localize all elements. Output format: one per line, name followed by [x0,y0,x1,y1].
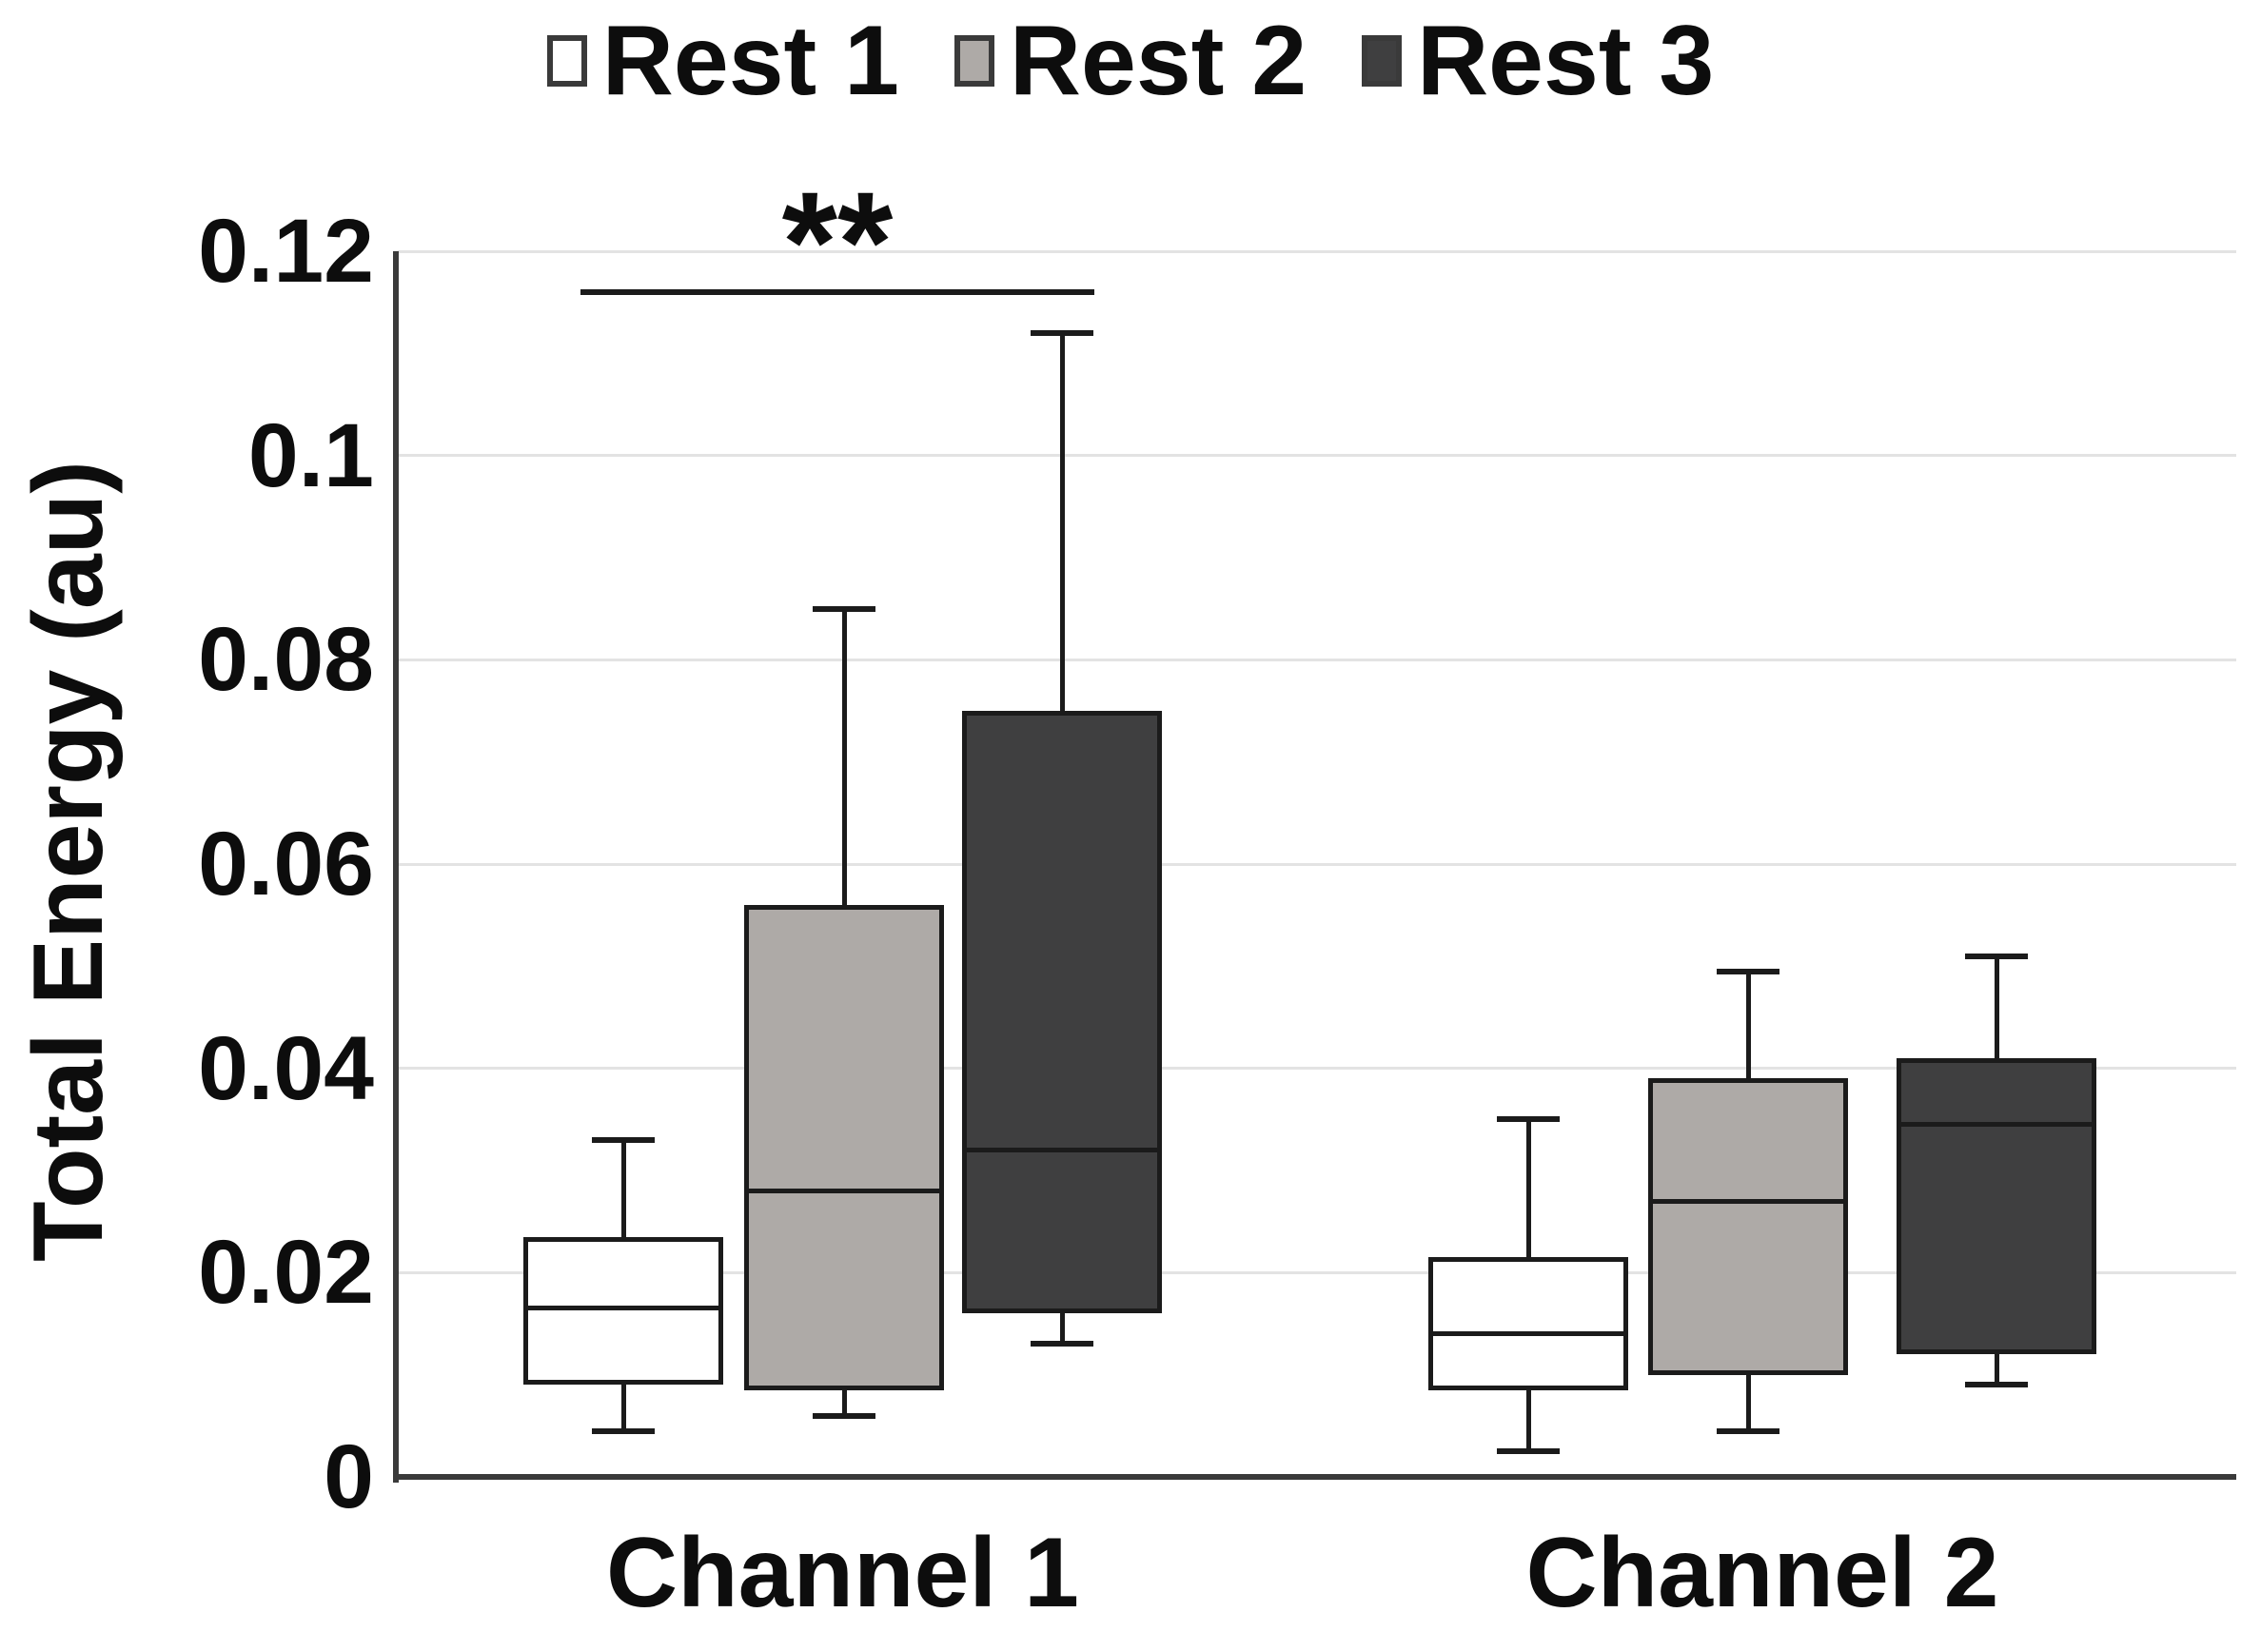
legend-swatch-rest-2 [954,35,994,87]
y-tick-label-0.02: 0.02 [198,1222,374,1324]
whisker-lower-channel-2-rest-3 [1994,1354,1999,1386]
y-tick-label-0.06: 0.06 [198,814,374,914]
significance-bracket-line [580,288,1094,295]
x-group-label-channel-1: Channel 1 [606,1518,1079,1628]
median-line-channel-2-rest-2 [1648,1198,1848,1204]
whisker-upper-channel-1-rest-2 [841,608,847,905]
whisker-cap-min-channel-1-rest-1 [592,1427,655,1434]
whisker-upper-channel-2-rest-1 [1525,1119,1531,1258]
whisker-cap-max-channel-2-rest-1 [1497,1116,1560,1123]
y-gridline-0.02 [398,1270,2236,1274]
legend-label: Rest 2 [1009,6,1307,116]
median-line-channel-1-rest-3 [962,1148,1162,1153]
legend-label: Rest 3 [1417,6,1715,116]
y-gridline-0.08 [398,658,2236,661]
whisker-lower-channel-2-rest-2 [1745,1374,1751,1431]
legend-label: Rest 1 [601,6,899,116]
whisker-lower-channel-2-rest-1 [1525,1389,1531,1452]
whisker-cap-min-channel-1-rest-2 [813,1412,875,1419]
whisker-lower-channel-1-rest-2 [841,1389,847,1416]
y-gridline-0.1 [398,454,2236,458]
box-channel-2-rest-2 [1648,1078,1848,1375]
y-tick-label-0.12: 0.12 [198,201,374,302]
legend-item-rest-3: Rest 3 [1362,11,1714,110]
whisker-upper-channel-1-rest-1 [620,1139,626,1237]
y-gridline-0.06 [398,862,2236,866]
whisker-cap-min-channel-2-rest-3 [1965,1382,2028,1388]
y-gridline-0.04 [398,1067,2236,1071]
median-line-channel-2-rest-3 [1897,1122,2096,1128]
whisker-upper-channel-2-rest-2 [1745,971,1751,1079]
whisker-cap-max-channel-1-rest-2 [813,605,875,612]
whisker-upper-channel-2-rest-3 [1994,955,1999,1058]
whisker-cap-min-channel-1-rest-3 [1031,1341,1093,1347]
whisker-cap-max-channel-1-rest-1 [592,1136,655,1143]
median-line-channel-2-rest-1 [1428,1331,1628,1337]
x-group-label-channel-2: Channel 2 [1525,1518,1999,1628]
box-channel-1-rest-2 [744,904,944,1390]
median-line-channel-1-rest-2 [744,1188,944,1193]
whisker-cap-max-channel-2-rest-3 [1965,953,2028,959]
y-gridline-0.12 [398,249,2236,253]
legend: Rest 1 Rest 2 Rest 3 [0,11,2261,110]
box-channel-1-rest-3 [962,711,1162,1314]
box-channel-2-rest-3 [1897,1057,2096,1355]
y-tick-label-0.08: 0.08 [198,609,374,711]
whisker-cap-max-channel-2-rest-2 [1717,968,1779,974]
y-tick-label-0.04: 0.04 [198,1017,374,1119]
x-axis-line [393,1474,2236,1480]
y-axis-line [393,251,399,1483]
box-channel-1-rest-1 [523,1236,723,1386]
whisker-cap-min-channel-2-rest-1 [1497,1448,1560,1455]
legend-item-rest-2: Rest 2 [954,11,1307,110]
legend-swatch-rest-3 [1362,35,1403,87]
y-tick-label-0: 0 [324,1426,374,1527]
y-tick-label-0.1: 0.1 [247,404,374,506]
whisker-lower-channel-1-rest-3 [1059,1313,1065,1345]
significance-label: ** [781,161,894,322]
whisker-upper-channel-1-rest-3 [1059,332,1065,711]
box-channel-2-rest-1 [1428,1257,1628,1390]
legend-item-rest-1: Rest 1 [546,6,899,116]
whisker-lower-channel-1-rest-1 [620,1385,626,1431]
legend-swatch-rest-1 [546,35,587,87]
whisker-cap-max-channel-1-rest-3 [1031,329,1093,336]
whisker-cap-min-channel-2-rest-2 [1717,1427,1779,1434]
median-line-channel-1-rest-1 [523,1306,723,1311]
